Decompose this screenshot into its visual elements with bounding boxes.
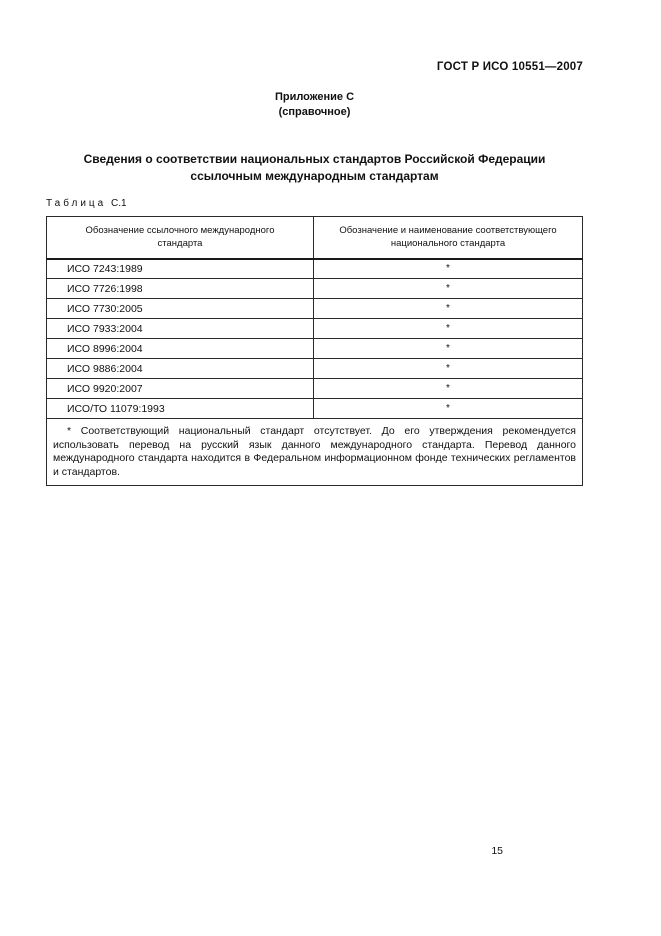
international-standard-cell: ИСО 7933:2004	[46, 318, 314, 339]
national-standard-cell: *	[313, 378, 583, 399]
annex-label: Приложение С	[274, 91, 355, 103]
page-number: 15	[491, 845, 503, 857]
international-standard-cell: ИСО 9920:2007	[46, 378, 314, 399]
table-footnote-row: * Соответствующий национальный стандарт …	[46, 418, 583, 486]
table-row: ИСО 9886:2004 *	[46, 358, 583, 379]
content-column: ГОСТ Р ИСО 10551—2007 Приложение С (спра…	[46, 0, 583, 936]
standards-correspondence-table: Обозначение ссылочного международного ст…	[46, 216, 583, 486]
column-header-international-standard: Обозначение ссылочного международного ст…	[46, 216, 314, 260]
table-row: ИСО 7730:2005 *	[46, 298, 583, 319]
table-row: ИСО/ТО 11079:1993 *	[46, 398, 583, 419]
international-standard-cell: ИСО 7726:1998	[46, 278, 314, 299]
table-footer: * Соответствующий национальный стандарт …	[46, 418, 583, 486]
table-row: ИСО 8996:2004 *	[46, 338, 583, 359]
international-standard-cell: ИСО 7243:1989	[46, 258, 314, 279]
column-header-national-standard: Обозначение и наименование соответствующ…	[313, 216, 583, 260]
national-standard-cell: *	[313, 318, 583, 339]
annex-heading: Приложение С (справочное)	[46, 90, 583, 120]
national-standard-cell: *	[313, 258, 583, 279]
table-row: ИСО 7243:1989 *	[46, 258, 583, 279]
table-label-number: С.1	[111, 198, 127, 209]
national-standard-cell: *	[313, 398, 583, 419]
table-header-row: Обозначение ссылочного международного ст…	[46, 216, 583, 260]
table-row: ИСО 9920:2007 *	[46, 378, 583, 399]
table-footnote: * Соответствующий национальный стандарт …	[46, 418, 583, 486]
table-header: Обозначение ссылочного международного ст…	[46, 216, 583, 260]
national-standard-cell: *	[313, 338, 583, 359]
document-code: ГОСТ Р ИСО 10551—2007	[436, 61, 583, 73]
international-standard-cell: ИСО 9886:2004	[46, 358, 314, 379]
table-row: ИСО 7726:1998 *	[46, 278, 583, 299]
table-row: ИСО 7933:2004 *	[46, 318, 583, 339]
table-label-word: Таблица	[46, 198, 107, 209]
section-title-line1: Сведения о соответствии национальных ста…	[83, 152, 546, 166]
section-title-line2: ссылочным международным стандартам	[190, 169, 439, 183]
international-standard-cell: ИСО/ТО 11079:1993	[46, 398, 314, 419]
international-standard-cell: ИСО 7730:2005	[46, 298, 314, 319]
section-title: Сведения о соответствии национальных ста…	[46, 151, 583, 185]
table-body: ИСО 7243:1989 * ИСО 7726:1998 * ИСО 7730…	[46, 258, 583, 419]
national-standard-cell: *	[313, 358, 583, 379]
national-standard-cell: *	[313, 298, 583, 319]
national-standard-cell: *	[313, 278, 583, 299]
annex-type: (справочное)	[278, 106, 351, 118]
table-label: Таблица С.1	[46, 198, 127, 209]
international-standard-cell: ИСО 8996:2004	[46, 338, 314, 359]
